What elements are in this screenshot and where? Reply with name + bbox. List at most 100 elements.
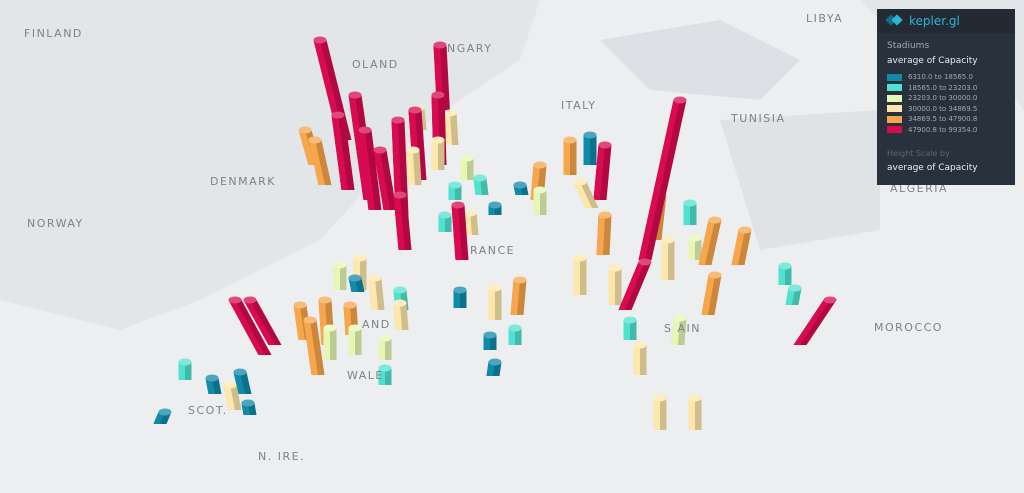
stadium-column[interactable] [323,324,337,361]
stadium-column[interactable] [178,358,192,381]
stadium-column[interactable] [438,211,452,233]
stadium-column[interactable] [778,262,792,286]
stadium-column[interactable] [688,394,702,431]
stadium-column[interactable] [593,141,612,201]
stadium-column[interactable] [228,296,272,356]
column-side [391,120,402,215]
stadium-column[interactable] [463,209,479,236]
stadium-column[interactable] [393,299,409,331]
stadium-column[interactable] [153,408,172,425]
stadium-column[interactable] [241,399,257,416]
stadium-column[interactable] [368,274,385,311]
column-side [508,328,515,345]
stadium-column[interactable] [348,274,365,293]
stadium-column[interactable] [513,181,529,196]
column-top [708,271,722,279]
column-side [358,130,375,210]
stadium-column[interactable] [391,116,409,216]
stadium-column[interactable] [701,271,722,316]
column-side [453,290,460,308]
stadium-column[interactable] [451,201,469,261]
stadium-column[interactable] [358,126,382,211]
stadium-column[interactable] [533,186,547,216]
column-side [623,320,630,340]
stadium-column[interactable] [378,334,392,361]
stadium-column[interactable] [661,236,675,281]
legend-bin-label: 30000.0 to 34869.5 [908,104,978,113]
legend-swatch [887,94,902,102]
stadium-column[interactable] [378,364,392,386]
stadium-column[interactable] [348,324,362,356]
column-side [483,335,490,350]
stadium-column[interactable] [596,211,612,256]
label-france: RANCE [470,244,516,257]
stadium-column[interactable] [453,286,467,309]
stadium-column[interactable] [313,36,352,141]
stadium-column[interactable] [583,131,597,166]
stadium-column[interactable] [488,284,502,321]
column-side [688,238,695,260]
stadium-column[interactable] [683,199,697,226]
stadium-column[interactable] [671,314,687,346]
stadium-column[interactable] [623,316,637,341]
stadium-column[interactable] [793,296,837,346]
column-top [228,296,242,304]
stadium-column[interactable] [443,109,459,146]
legend-bin-label: 6310.0 to 18565.0 [908,73,973,82]
label-spain: S AIN [664,322,701,335]
stadium-column[interactable] [233,368,252,395]
stadium-column[interactable] [633,341,647,376]
stadium-column[interactable] [303,316,325,376]
column-top [313,36,327,44]
column-top [448,181,462,189]
stadium-column[interactable] [653,394,667,431]
stadium-column[interactable] [508,324,522,346]
column-side [785,288,795,305]
column-top [408,106,422,114]
stadium-column[interactable] [698,216,722,266]
legend-swatch [887,105,902,113]
stadium-column[interactable] [488,201,502,216]
stadium-column[interactable] [393,191,412,251]
stadium-column[interactable] [573,178,599,209]
stadium-column[interactable] [486,358,502,377]
stadium-column[interactable] [205,374,222,395]
stadium-column[interactable] [460,154,474,181]
brand-name: kepler.gl [909,14,960,28]
stadium-column[interactable] [731,226,752,266]
stadium-column[interactable] [333,261,347,291]
column-top [778,262,792,270]
column-top [673,314,687,322]
stadium-column[interactable] [563,136,577,176]
stadium-column[interactable] [331,111,355,191]
stadium-column[interactable] [688,234,702,261]
column-side [393,195,405,250]
stadium-column[interactable] [308,136,332,186]
stadium-column[interactable] [473,174,489,196]
stadium-column[interactable] [448,181,462,201]
stadium-column[interactable] [618,258,652,311]
column-top [393,286,407,294]
stadium-column[interactable] [573,254,587,296]
legend-swatch [887,84,902,92]
stadium-column[interactable] [373,146,397,211]
stadium-column[interactable] [406,146,422,186]
column-top [488,284,502,292]
label-hungary: NGARY [447,42,493,55]
stadium-column[interactable] [483,331,497,351]
column-top [463,209,477,217]
label-italy: ITALY [561,99,597,112]
stadium-column[interactable] [510,276,527,316]
column-top [431,91,445,99]
label-poland: OLAND [352,58,399,71]
column-top [378,334,392,342]
stadium-column[interactable] [243,296,282,346]
column-top [431,136,445,144]
column-side [563,140,570,175]
stadium-column[interactable] [638,96,687,261]
stadium-column[interactable] [431,136,445,171]
stadium-column[interactable] [608,264,622,306]
stadium-column[interactable] [223,381,242,411]
stadium-column[interactable] [785,284,802,306]
